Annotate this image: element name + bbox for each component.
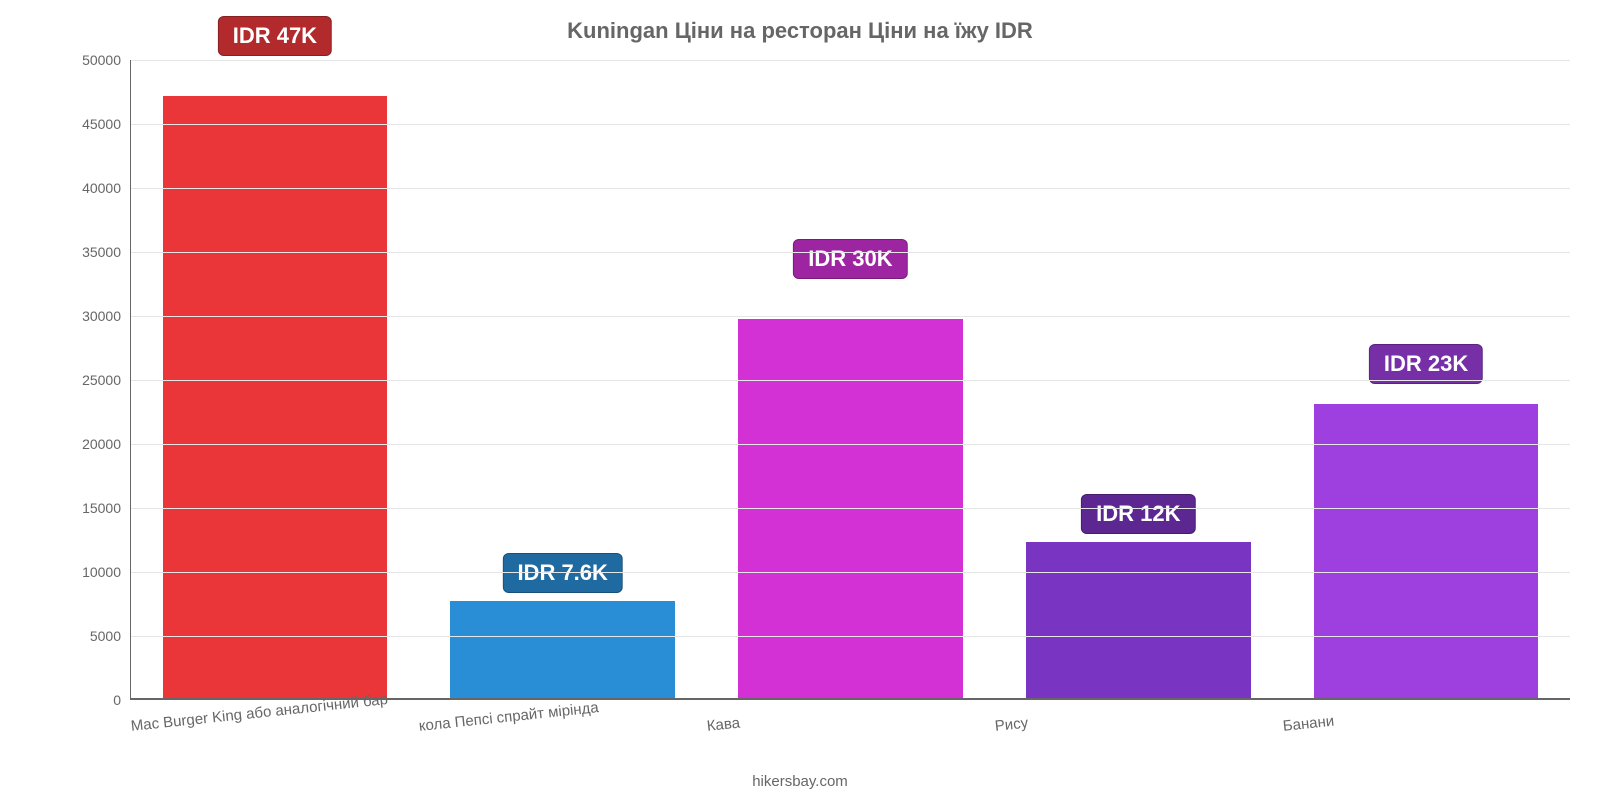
bar-slot: IDR 23K: [1282, 60, 1570, 698]
x-axis-label: Кава: [706, 715, 741, 735]
x-label-slot: кола Пепсі спрайт мірінда: [418, 700, 706, 760]
grid-line: [131, 188, 1570, 189]
grid-line: [131, 316, 1570, 317]
chart-container: Kuningan Ціни на ресторан Ціни на їжу ID…: [0, 0, 1600, 800]
bar: IDR 7.6K: [450, 601, 674, 698]
grid-line: [131, 572, 1570, 573]
grid-line: [131, 124, 1570, 125]
bar-slot: IDR 7.6K: [419, 60, 707, 698]
bars-group: IDR 47K IDR 7.6K IDR 30K IDR 12K IDR 23K: [131, 60, 1570, 698]
bar-value-label: IDR 47K: [218, 16, 332, 56]
bar-value-label: IDR 30K: [793, 239, 907, 279]
y-tick-label: 35000: [82, 244, 131, 260]
credit-text: hikersbay.com: [0, 773, 1600, 790]
x-label-slot: Кава: [706, 700, 994, 760]
grid-line: [131, 444, 1570, 445]
bar-slot: IDR 30K: [707, 60, 995, 698]
x-axis-label: Рису: [994, 715, 1029, 735]
grid-line: [131, 252, 1570, 253]
y-tick-label: 0: [113, 692, 131, 708]
y-tick-label: 30000: [82, 308, 131, 324]
y-tick-label: 25000: [82, 372, 131, 388]
y-tick-label: 10000: [82, 564, 131, 580]
y-tick-label: 15000: [82, 500, 131, 516]
bar-value-label: IDR 12K: [1081, 494, 1195, 534]
x-axis-label: кола Пепсі спрайт мірінда: [418, 699, 599, 735]
grid-line: [131, 508, 1570, 509]
bar: IDR 23K: [1314, 404, 1538, 698]
x-axis-label: Банани: [1282, 713, 1335, 735]
bar-value-label: IDR 23K: [1369, 344, 1483, 384]
bar-slot: IDR 12K: [994, 60, 1282, 698]
x-label-slot: Рису: [994, 700, 1282, 760]
y-tick-label: 40000: [82, 180, 131, 196]
x-axis-labels: Mac Burger King або аналогічний баркола …: [130, 700, 1570, 760]
bar: IDR 47K: [163, 96, 387, 698]
grid-line: [131, 60, 1570, 61]
plot-area: IDR 47KIDR 7.6KIDR 30KIDR 12KIDR 23K 050…: [130, 60, 1570, 700]
bar-slot: IDR 47K: [131, 60, 419, 698]
grid-line: [131, 636, 1570, 637]
x-label-slot: Mac Burger King або аналогічний бар: [130, 700, 418, 760]
grid-line: [131, 380, 1570, 381]
bar: IDR 12K: [1026, 542, 1250, 698]
y-tick-label: 45000: [82, 116, 131, 132]
y-tick-label: 50000: [82, 52, 131, 68]
x-label-slot: Банани: [1282, 700, 1570, 760]
y-tick-label: 20000: [82, 436, 131, 452]
y-tick-label: 5000: [90, 628, 131, 644]
